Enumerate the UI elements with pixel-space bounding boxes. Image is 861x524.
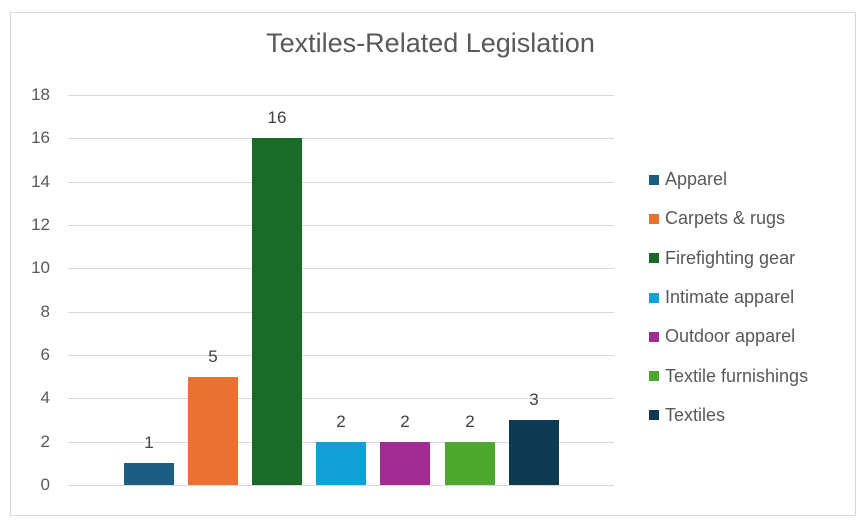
gridline (68, 311, 614, 313)
gridline (68, 225, 614, 226)
legend-item[interactable]: Textiles (649, 396, 808, 435)
legend: Apparel Carpets & rugs Firefighting gear In… (649, 160, 808, 435)
y-tick-label: 8 (40, 301, 50, 321)
gridline (68, 398, 614, 400)
chart-frame (10, 12, 856, 516)
legend-swatch-icon (649, 410, 659, 421)
data-label: 1 (144, 433, 154, 453)
legend-swatch-icon (649, 174, 659, 185)
y-tick-label: 0 (40, 475, 50, 494)
legend-swatch-icon (649, 253, 659, 264)
legend-item[interactable]: Firefighting gear (649, 239, 808, 278)
legend-label: Outdoor apparel (665, 326, 796, 347)
legend-item[interactable]: Carpets & rugs (649, 199, 808, 238)
data-label: 5 (208, 346, 218, 366)
legend-swatch-icon (649, 213, 659, 224)
data-label: 2 (336, 411, 346, 431)
y-tick-label: 14 (31, 171, 50, 191)
legend-label: Intimate apparel (665, 287, 795, 308)
bar-firefighting-gear[interactable] (252, 138, 302, 485)
data-label: 2 (465, 411, 475, 431)
legend-label: Firefighting gear (665, 247, 796, 268)
y-tick-label: 16 (31, 128, 50, 148)
legend-label: Carpets & rugs (665, 208, 786, 229)
data-label: 16 (267, 108, 287, 128)
y-tick-label: 6 (40, 345, 50, 364)
bar-outdoor-apparel[interactable] (380, 441, 430, 485)
legend-swatch-icon (649, 331, 659, 342)
gridline (68, 268, 614, 270)
gridline (68, 485, 614, 486)
bar-carpets-rugs[interactable] (188, 376, 238, 485)
data-label: 3 (529, 390, 539, 409)
bar-textile-furnishings[interactable] (445, 441, 495, 485)
bar-intimate-apparel[interactable] (316, 441, 366, 485)
legend-item[interactable]: Textile furnishings (649, 356, 808, 395)
y-tick-label: 2 (40, 431, 50, 451)
gridline (68, 181, 614, 183)
legend-swatch-icon (649, 371, 659, 382)
legend-item[interactable]: Outdoor apparel (649, 317, 808, 356)
legend-label: Textiles (665, 404, 726, 425)
bar-apparel[interactable] (124, 463, 174, 485)
y-tick-label: 10 (31, 258, 50, 278)
chart-title: Textiles-Related Legislation (266, 28, 595, 58)
legend-swatch-icon (649, 292, 659, 303)
gridline (68, 95, 614, 96)
y-tick-label: 12 (31, 215, 50, 234)
legend-label: Apparel (665, 169, 728, 190)
data-label: 2 (400, 411, 410, 431)
legend-label: Textile furnishings (665, 365, 809, 386)
legend-item[interactable]: Apparel (649, 160, 808, 199)
gridline (68, 355, 614, 356)
y-tick-label: 4 (40, 388, 50, 408)
y-tick-label: 18 (31, 85, 50, 104)
bar-textiles[interactable] (509, 420, 559, 485)
legend-item[interactable]: Intimate apparel (649, 278, 808, 317)
gridline (68, 138, 614, 140)
plot-area: 0 2 4 6 8 10 12 14 16 18 1 5 16 2 2 2 3 (31, 85, 614, 494)
